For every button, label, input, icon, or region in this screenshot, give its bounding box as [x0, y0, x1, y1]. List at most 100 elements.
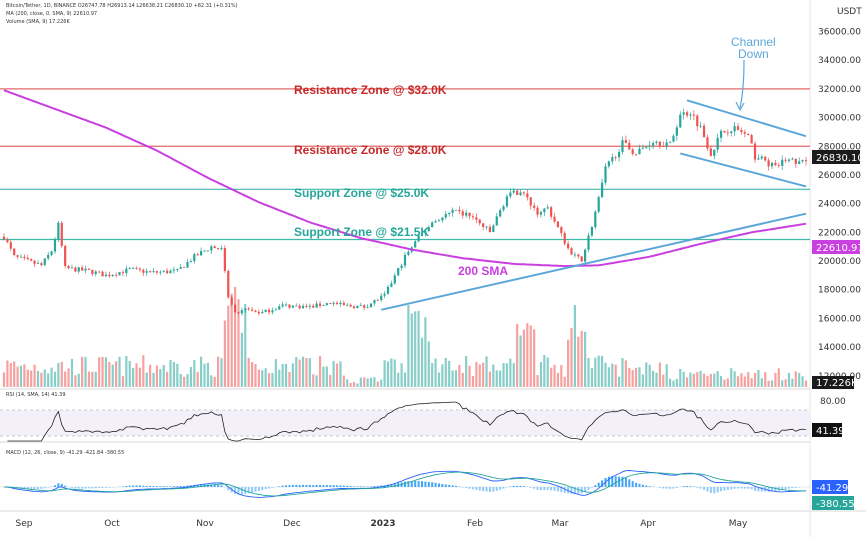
volume-bar [47, 373, 50, 387]
candle-body [349, 304, 352, 307]
macd-hist-bar [706, 487, 709, 492]
macd-hist-bar [57, 483, 60, 487]
time-tick-label: Dec [283, 519, 300, 529]
volume-bar [794, 371, 797, 387]
macd-hist-bar [672, 487, 675, 489]
macd-hist-bar [723, 487, 726, 491]
macd-hist-bar [594, 485, 597, 487]
volume-bar [696, 372, 699, 387]
sma-tag-text: 22610.97 [816, 243, 864, 254]
candle-body [176, 268, 179, 270]
volume-bar [363, 377, 366, 387]
price-tick-label: 36000.00 [818, 27, 861, 37]
macd-hist-bar [737, 487, 740, 489]
volume-bar [634, 367, 638, 387]
macd-hist-bar [155, 486, 158, 487]
candle-body [454, 209, 458, 211]
volume-bar [400, 363, 403, 387]
macd-hist-bar [128, 485, 131, 487]
macd-hist-bar [743, 487, 746, 489]
macd-hist-bar [43, 487, 46, 489]
volume-bar [193, 359, 196, 387]
candle-body [216, 248, 220, 250]
macd-hist-bar [475, 487, 478, 490]
candle-body [431, 222, 434, 228]
macd-hist-bar [234, 487, 237, 495]
macd-hist-bar [94, 487, 97, 489]
volume-bar [441, 364, 444, 387]
volume-bar [19, 365, 23, 387]
volume-bar [764, 372, 767, 387]
macd-hist-bar [87, 487, 90, 489]
volume-bar [247, 357, 250, 387]
candle-body [9, 242, 12, 249]
macd-hist-bar [183, 485, 186, 487]
volume-bar [787, 372, 791, 387]
volume-bar [658, 362, 661, 387]
macd-hist-bar [254, 487, 257, 492]
volume-bar [278, 369, 281, 387]
macd-hist-bar [217, 485, 220, 487]
volume-bar [743, 376, 746, 387]
macd-hist-bar [251, 487, 254, 493]
candle-body [519, 192, 522, 196]
macd-hist-bar [590, 487, 593, 488]
volume-bar [369, 377, 373, 387]
candle-body [43, 258, 46, 266]
macd-hist-bar [237, 487, 240, 495]
volume-bar [553, 364, 556, 387]
volume-bar [142, 355, 145, 387]
candle-body [733, 126, 736, 132]
macd-hist-bar [149, 485, 152, 487]
volume-bar [70, 358, 74, 387]
volume-bar [709, 374, 712, 387]
volume-bar [760, 378, 763, 387]
candle-body [50, 251, 53, 255]
candle-body [434, 221, 437, 223]
candle-body [529, 197, 532, 206]
volume-bar [26, 369, 29, 387]
candle-body [135, 268, 138, 269]
volume-bar [104, 357, 108, 387]
macd-hist-bar [60, 483, 63, 487]
candle-body [750, 135, 753, 144]
volume-bar [6, 360, 9, 387]
volume-bar [30, 370, 33, 387]
macd-hist-bar [635, 482, 638, 487]
candle-body [713, 149, 716, 156]
volume-bar [567, 339, 570, 387]
candle-body [516, 190, 519, 196]
candle-body [16, 255, 19, 257]
rsi-panel [0, 401, 810, 442]
volume-bar [223, 320, 226, 387]
macd-hist-bar [716, 487, 719, 493]
volume-bar [373, 377, 376, 387]
volume-bar [135, 363, 138, 387]
candle-body [278, 306, 281, 310]
price-tick-label: 26000.00 [818, 171, 861, 181]
candle-body [764, 156, 767, 161]
candle-body [220, 248, 223, 250]
macd-hist-bar [332, 485, 335, 487]
candle-body [774, 162, 777, 166]
candle-body [91, 269, 94, 275]
candle-body [539, 212, 543, 215]
volume-bar [621, 358, 624, 387]
volume-bar [16, 366, 19, 387]
volume-bar [393, 359, 396, 387]
candle-body [597, 197, 600, 212]
macd-hist-bar [624, 477, 627, 487]
volume-bar [597, 355, 600, 387]
rsi-tag: 41.39 [812, 423, 845, 437]
macd-hist-bar [427, 481, 430, 487]
macd-hist-bar [519, 485, 522, 487]
candle-body [407, 251, 410, 255]
macd-hist-bar [686, 486, 689, 487]
candle-body [662, 145, 665, 147]
macd-hist-bar [30, 487, 33, 490]
candle-body [499, 210, 502, 217]
candle-body [19, 256, 23, 258]
volume-bar [383, 360, 386, 387]
macd-hist-bar [437, 483, 440, 487]
